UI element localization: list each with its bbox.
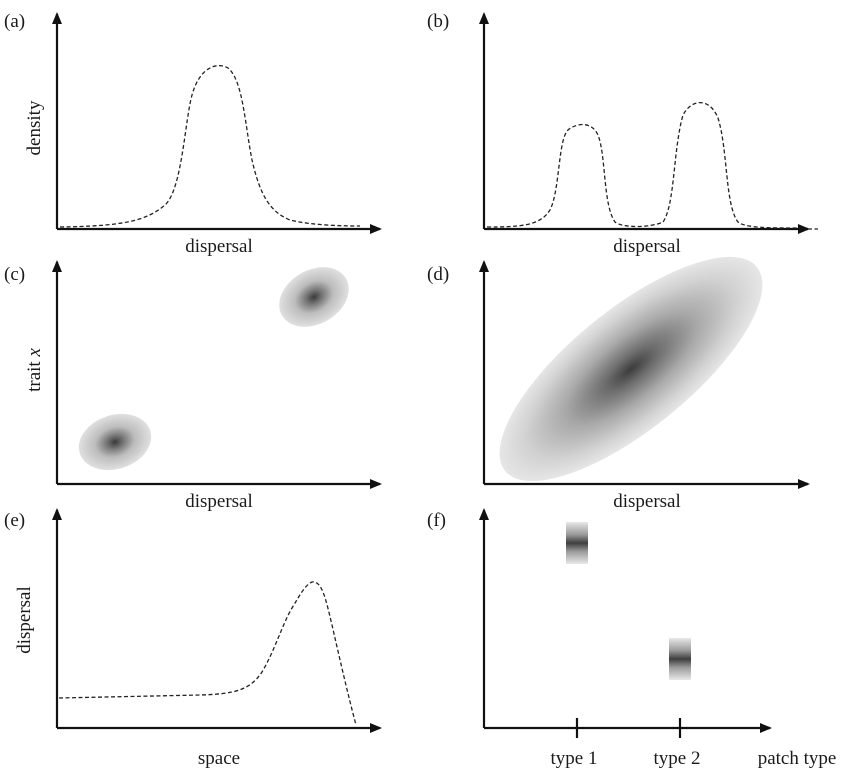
panel-e: (e) dispersal space xyxy=(4,508,382,769)
tick-label-type-2: type 2 xyxy=(654,748,701,769)
band-type-1 xyxy=(566,522,588,564)
x-axis-label-b: dispersal xyxy=(613,236,681,257)
density-curve-a xyxy=(59,64,361,228)
x-axis-label-a: dispersal xyxy=(185,236,253,257)
panel-b: (b) dispersal xyxy=(427,11,818,257)
band-type-2 xyxy=(669,638,691,680)
x-axis-label-e: space xyxy=(198,748,240,769)
y-axis-label-a: density xyxy=(24,100,45,155)
cluster-low-c xyxy=(78,413,152,471)
panel-label-e: (e) xyxy=(4,510,25,531)
y-axis-label-c: trait x xyxy=(24,348,45,392)
x-axis-label-f: patch type xyxy=(758,748,837,769)
cluster-continuous-d xyxy=(499,256,763,482)
panel-f: (f) type 1 type 2 patch type xyxy=(427,508,837,769)
x-axis-label-d: dispersal xyxy=(613,491,681,512)
density-curve-b xyxy=(486,101,801,229)
panel-label-b: (b) xyxy=(427,11,449,32)
panel-label-c: (c) xyxy=(4,264,25,285)
panel-label-a: (a) xyxy=(4,11,25,32)
panel-d: (d) dispersal xyxy=(427,256,810,512)
panel-label-d: (d) xyxy=(427,264,449,285)
x-axis-label-c: dispersal xyxy=(185,491,253,512)
dispersal-curve-e xyxy=(58,581,357,726)
panel-a: (a) density dispersal xyxy=(4,11,382,257)
panel-label-f: (f) xyxy=(427,510,446,531)
tick-label-type-1: type 1 xyxy=(551,748,598,769)
cluster-high-c xyxy=(279,267,349,327)
panel-c: (c) trait x dispersal xyxy=(4,260,382,512)
y-axis-label-e: dispersal xyxy=(14,586,35,654)
